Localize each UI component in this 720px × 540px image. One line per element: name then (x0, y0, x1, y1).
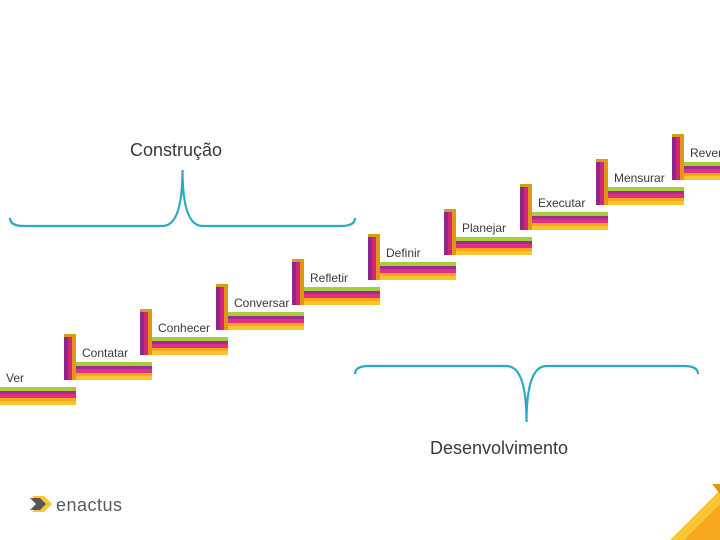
step-stripe (228, 326, 304, 330)
step-riser-cap (368, 234, 380, 237)
step-stripe (684, 176, 720, 180)
step-riser-cap (216, 284, 228, 287)
brace-top (0, 0, 720, 540)
brace-bottom (0, 0, 720, 540)
step-label: Planejar (462, 221, 506, 235)
step-label: Refletir (310, 271, 348, 285)
logo-text: enactus (56, 495, 123, 516)
enactus-logo: enactus (30, 494, 123, 516)
step-label: Rever (690, 146, 720, 160)
step-stripe (76, 376, 152, 380)
step-stripe (608, 201, 684, 205)
step-riser-cap (292, 259, 304, 262)
step-stripe (456, 251, 532, 255)
diagram-stage: Construção Ver Contatar Conhecer Conversar R… (0, 0, 720, 540)
step-stripe (532, 226, 608, 230)
step-riser-cap (64, 334, 76, 337)
step-riser-cap (140, 309, 152, 312)
title-construcao: Construção (130, 140, 222, 161)
step-label: Conhecer (158, 321, 210, 335)
step-label: Mensurar (614, 171, 665, 185)
step-label: Ver (6, 371, 24, 385)
step-stripe (380, 276, 456, 280)
step-stripe (304, 301, 380, 305)
title-desenvolvimento: Desenvolvimento (430, 438, 568, 459)
step-label: Contatar (82, 346, 128, 360)
step-riser-cap (444, 209, 456, 212)
step-riser-cap (672, 134, 684, 137)
step-stripe (0, 401, 76, 405)
step-label: Executar (538, 196, 585, 210)
step-riser-cap (596, 159, 608, 162)
step-stripe (152, 351, 228, 355)
step-label: Definir (386, 246, 421, 260)
logo-chevron-icon (30, 494, 52, 516)
step-riser-cap (520, 184, 532, 187)
step-label: Conversar (234, 296, 289, 310)
corner-accent-icon (640, 484, 720, 540)
